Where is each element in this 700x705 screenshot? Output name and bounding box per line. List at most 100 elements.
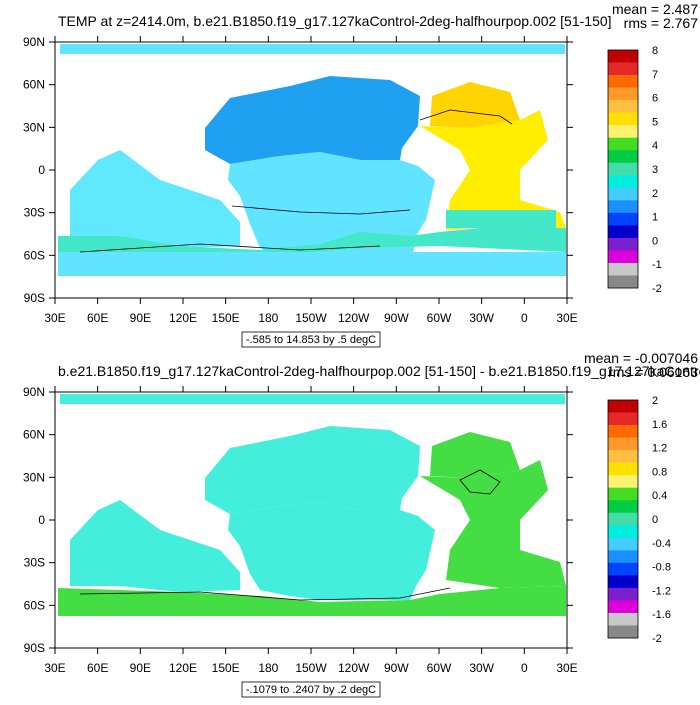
lon-tick-label: 120E: [169, 311, 197, 325]
panel-2-pacific-north: [205, 426, 420, 514]
lat-tick-label: 30S: [24, 556, 45, 570]
lat-tick-label: 60S: [24, 248, 45, 262]
lon-tick-label: 90E: [130, 311, 151, 325]
lat-tick-label: 30S: [24, 206, 45, 220]
colorbar-swatch: [608, 112, 638, 126]
lat-tick-label: 90S: [24, 641, 45, 655]
colorbar-label: 6: [652, 93, 658, 105]
lon-tick-label: 180: [258, 661, 278, 675]
colorbar-swatch: [608, 400, 638, 413]
colorbar-swatch: [608, 137, 638, 151]
colorbar-label: 0.4: [652, 490, 667, 502]
colorbar-label: 3: [652, 164, 658, 176]
colorbar-label: -0.8: [652, 562, 671, 574]
panel-1-lon-ticks: 30E 60E 90E 120E 150E 180 150W 120W 90W 60W 30W 0 30…: [44, 36, 578, 325]
colorbar-swatch: [608, 425, 638, 438]
lat-tick-label: 30N: [23, 120, 45, 134]
panel-2-rms: rms = 0.06163: [608, 364, 698, 380]
panel-1-atlantic-north: [430, 82, 520, 128]
lon-tick-label: 0: [521, 311, 528, 325]
lon-tick-label: 60W: [427, 311, 452, 325]
panel-1-mean: mean = 2.487: [612, 1, 698, 17]
colorbar-frame: [607, 399, 639, 639]
panel-2-contour-atlantic: [459, 469, 501, 495]
colorbar-swatch: [608, 75, 638, 88]
lon-tick-label: 30E: [556, 661, 577, 675]
panel-1-arctic: [60, 44, 565, 54]
colorbar-swatch: [608, 475, 638, 488]
lon-tick-label: 90W: [384, 311, 409, 325]
colorbar-swatch: [608, 50, 638, 63]
colorbar-swatch: [608, 462, 638, 476]
panel-1-indian: [70, 150, 240, 248]
panel-1-contour-atlantic: [419, 109, 513, 125]
colorbar-swatch: [608, 125, 638, 138]
panel-2-title: b.e21.B1850.f19_g17.127kaControl-2deg-ha…: [58, 363, 700, 379]
colorbar-label: 4: [652, 140, 658, 152]
colorbar-label: 0.8: [652, 466, 667, 478]
panel-2-lat-ticks: 90N 60N 30N 0 30S 60S 90S: [23, 385, 573, 655]
panel-1-rms: rms = 2.767: [624, 15, 699, 31]
panel-1: TEMP at z=2414.0m, b.e21.B1850.f19_g17.1…: [23, 1, 699, 348]
panel-1-southern-band: [58, 226, 566, 258]
lon-tick-label: 150E: [212, 311, 240, 325]
colorbar-label: 2: [652, 395, 658, 407]
colorbar-swatch: [608, 162, 638, 176]
lat-tick-label: 60S: [24, 598, 45, 612]
lon-tick-label: 60W: [427, 661, 452, 675]
lon-tick-label: 180: [258, 311, 278, 325]
colorbar-label: -1: [652, 259, 662, 271]
colorbar-label: 1.6: [652, 419, 667, 431]
lon-tick-label: 150E: [212, 661, 240, 675]
panel-1-range-box: [241, 331, 381, 348]
panel-2-arctic: [60, 394, 565, 404]
lon-tick-label: 90E: [130, 661, 151, 675]
colorbar-swatch: [608, 500, 638, 514]
colorbar-swatch: [608, 625, 638, 639]
panel-2-range-box: [241, 681, 381, 698]
lon-tick-label: 30E: [44, 661, 65, 675]
lon-tick-label: 30E: [44, 311, 65, 325]
panel-2: b.e21.B1850.f19_g17.127kaControl-2deg-ha…: [23, 350, 700, 698]
colorbar-label: -0.4: [652, 538, 671, 550]
colorbar-swatch: [608, 600, 638, 614]
colorbar-swatch: [608, 212, 638, 226]
panel-1-contour-2: [231, 205, 411, 215]
colorbar-swatch: [608, 87, 638, 101]
panel-1-atlantic: [420, 110, 566, 230]
colorbar-swatch: [608, 187, 638, 201]
colorbar-swatch: [608, 262, 638, 276]
colorbar-swatch: [608, 575, 638, 589]
lon-tick-label: 120W: [338, 311, 370, 325]
colorbar-label: 0: [652, 514, 658, 526]
lat-tick-label: 0: [38, 163, 45, 177]
panel-2-pacific-south: [228, 502, 435, 600]
colorbar-label: -2: [652, 283, 662, 295]
colorbar-swatch: [608, 225, 638, 239]
lat-tick-label: 30N: [23, 470, 45, 484]
colorbar-swatch: [608, 237, 638, 251]
colorbar-label: 0: [652, 235, 658, 247]
colorbar-swatch: [608, 450, 638, 463]
panel-2-lon-ticks: 30E 60E 90E 120E 150E 180 150W 120W 90W 60W 30W 0 30…: [44, 386, 578, 675]
panel-1-pacific-north: [205, 76, 420, 164]
lat-tick-label: 60N: [23, 78, 45, 92]
colorbar-swatch: [608, 62, 638, 76]
colorbar-label: 1.2: [652, 443, 667, 455]
lon-tick-label: 120W: [338, 661, 370, 675]
colorbar-label: 5: [652, 116, 658, 128]
colorbar-swatch: [608, 412, 638, 426]
lon-tick-label: 30W: [469, 661, 494, 675]
panel-1-lat-ticks: 90N 60N 30N 0 30S 60S 90S: [23, 35, 573, 305]
colorbar-swatch: [608, 437, 638, 451]
colorbar-swatch: [608, 250, 638, 264]
colorbar-label: -1.6: [652, 609, 671, 621]
colorbar-label: 2: [652, 188, 658, 200]
lat-tick-label: 90S: [24, 291, 45, 305]
lat-tick-label: 0: [38, 513, 45, 527]
colorbar-swatch: [608, 512, 638, 526]
lat-tick-label: 90N: [23, 385, 45, 399]
lat-tick-label: 60N: [23, 428, 45, 442]
colorbar-label: -1.2: [652, 585, 671, 597]
